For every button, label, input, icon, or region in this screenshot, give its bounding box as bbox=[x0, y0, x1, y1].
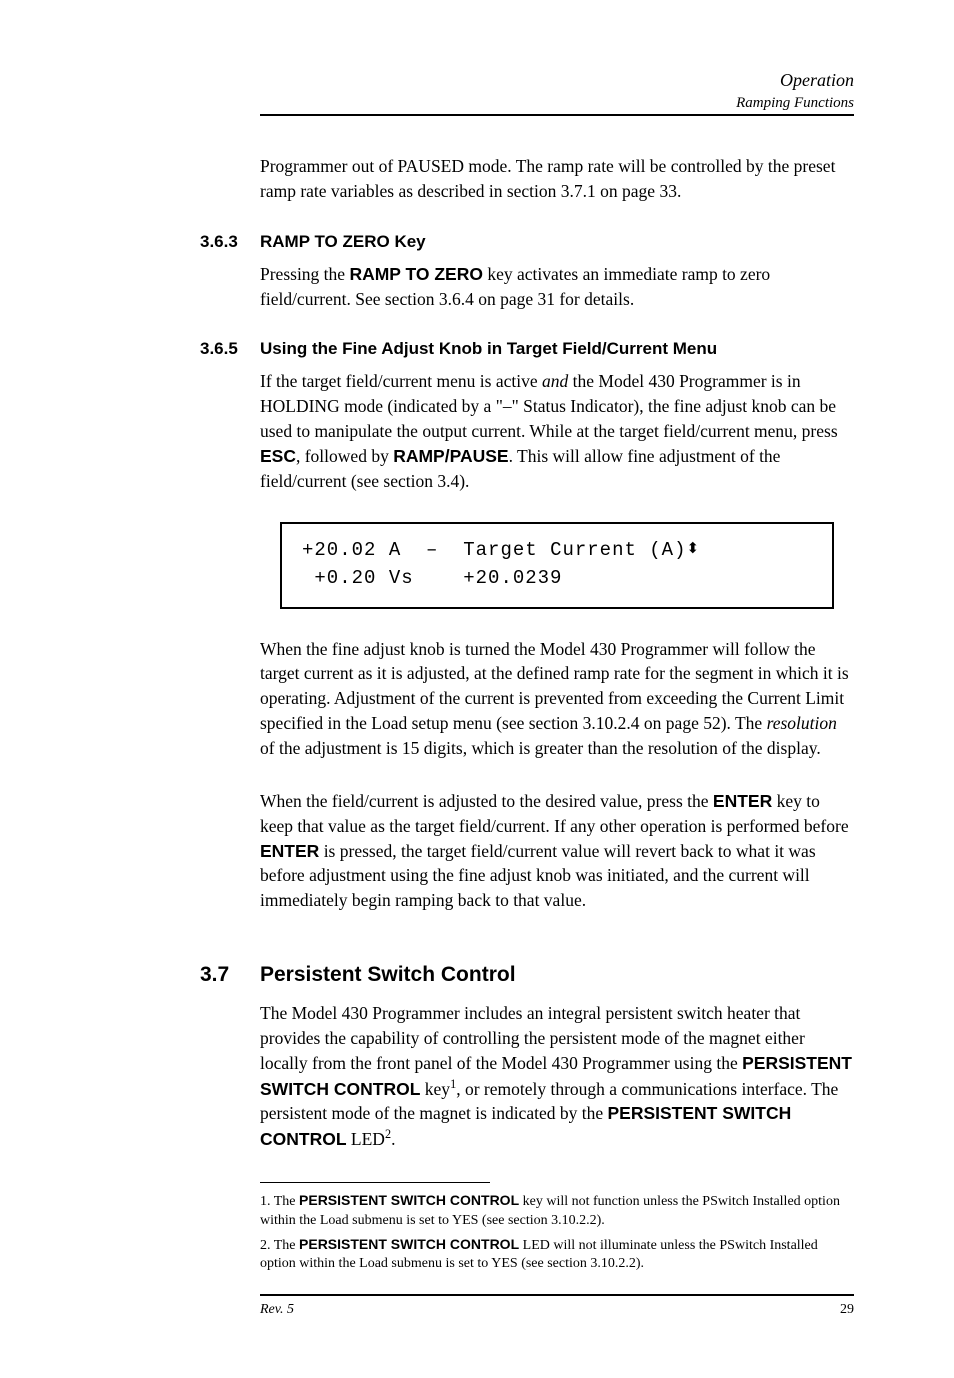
footnote-1: 1. The PERSISTENT SWITCH CONTROL key wil… bbox=[260, 1191, 854, 1231]
italic-and: and bbox=[542, 371, 568, 391]
text: If the target field/current menu is acti… bbox=[260, 371, 542, 391]
running-header: Operation bbox=[260, 70, 854, 91]
key-ramp-to-zero: RAMP TO ZERO bbox=[349, 264, 483, 284]
section-title-363: RAMP TO ZERO Key bbox=[260, 232, 854, 252]
text: When the fine adjust knob is turned the … bbox=[260, 639, 849, 734]
italic-resolution: resolution bbox=[767, 713, 837, 733]
running-subheader: Ramping Functions bbox=[260, 95, 854, 112]
intro-paragraph: Programmer out of PAUSED mode. The ramp … bbox=[260, 154, 854, 204]
section-number-37: 3.7 bbox=[200, 963, 229, 987]
text: When the field/current is adjusted to th… bbox=[260, 791, 713, 811]
text: key bbox=[420, 1078, 450, 1098]
para-37: The Model 430 Programmer includes an int… bbox=[260, 1001, 854, 1152]
para-365-3: When the field/current is adjusted to th… bbox=[260, 789, 854, 913]
text: 2. The bbox=[260, 1238, 299, 1253]
lcd-current: +20.02 A bbox=[302, 539, 401, 561]
footnote-rule bbox=[260, 1182, 490, 1183]
footer-rev: Rev. 5 bbox=[260, 1302, 294, 1318]
key-esc: ESC bbox=[260, 446, 296, 466]
lcd-dash: – bbox=[426, 539, 438, 561]
footer-page-number: 29 bbox=[840, 1302, 854, 1318]
page-footer: Rev. 5 29 bbox=[260, 1302, 854, 1318]
key-enter-2: ENTER bbox=[260, 841, 319, 861]
footnote-2: 2. The PERSISTENT SWITCH CONTROL LED wil… bbox=[260, 1235, 854, 1275]
key-ramp-pause: RAMP/PAUSE bbox=[393, 446, 508, 466]
up-down-icon: ⬍ bbox=[686, 538, 700, 561]
text: is pressed, the target field/current val… bbox=[260, 841, 816, 911]
lcd-row-2: +0.20 Vs +20.0239 bbox=[302, 564, 812, 593]
key-persistent-fn2: PERSISTENT SWITCH CONTROL bbox=[299, 1236, 519, 1252]
key-enter-1: ENTER bbox=[713, 791, 772, 811]
text: . bbox=[391, 1129, 395, 1149]
section-title-37: Persistent Switch Control bbox=[260, 963, 854, 987]
lcd-voltage: +0.20 Vs bbox=[314, 567, 413, 589]
lcd-row-1: +20.02 A – Target Current (A)⬍ bbox=[302, 536, 812, 565]
key-persistent-fn1: PERSISTENT SWITCH CONTROL bbox=[299, 1192, 519, 1208]
para-365-1: If the target field/current menu is acti… bbox=[260, 369, 854, 493]
text: of the adjustment is 15 digits, which is… bbox=[260, 738, 821, 758]
section-title-365: Using the Fine Adjust Knob in Target Fie… bbox=[260, 339, 854, 359]
text: 1. The bbox=[260, 1194, 299, 1209]
lcd-label: Target Current (A) bbox=[463, 539, 686, 561]
section-number-363: 3.6.3 bbox=[200, 232, 238, 252]
text: The Model 430 Programmer includes an int… bbox=[260, 1003, 805, 1073]
bottom-rule bbox=[260, 1294, 854, 1296]
section-number-365: 3.6.5 bbox=[200, 339, 238, 359]
text: LED bbox=[347, 1129, 385, 1149]
lcd-display: +20.02 A – Target Current (A)⬍ +0.20 Vs … bbox=[280, 522, 834, 609]
lcd-target-value: +20.0239 bbox=[463, 567, 562, 589]
text: , followed by bbox=[296, 446, 393, 466]
para-365-2: When the fine adjust knob is turned the … bbox=[260, 637, 854, 761]
text: Pressing the bbox=[260, 264, 349, 284]
para-363: Pressing the RAMP TO ZERO key activates … bbox=[260, 262, 854, 312]
top-rule bbox=[260, 114, 854, 116]
